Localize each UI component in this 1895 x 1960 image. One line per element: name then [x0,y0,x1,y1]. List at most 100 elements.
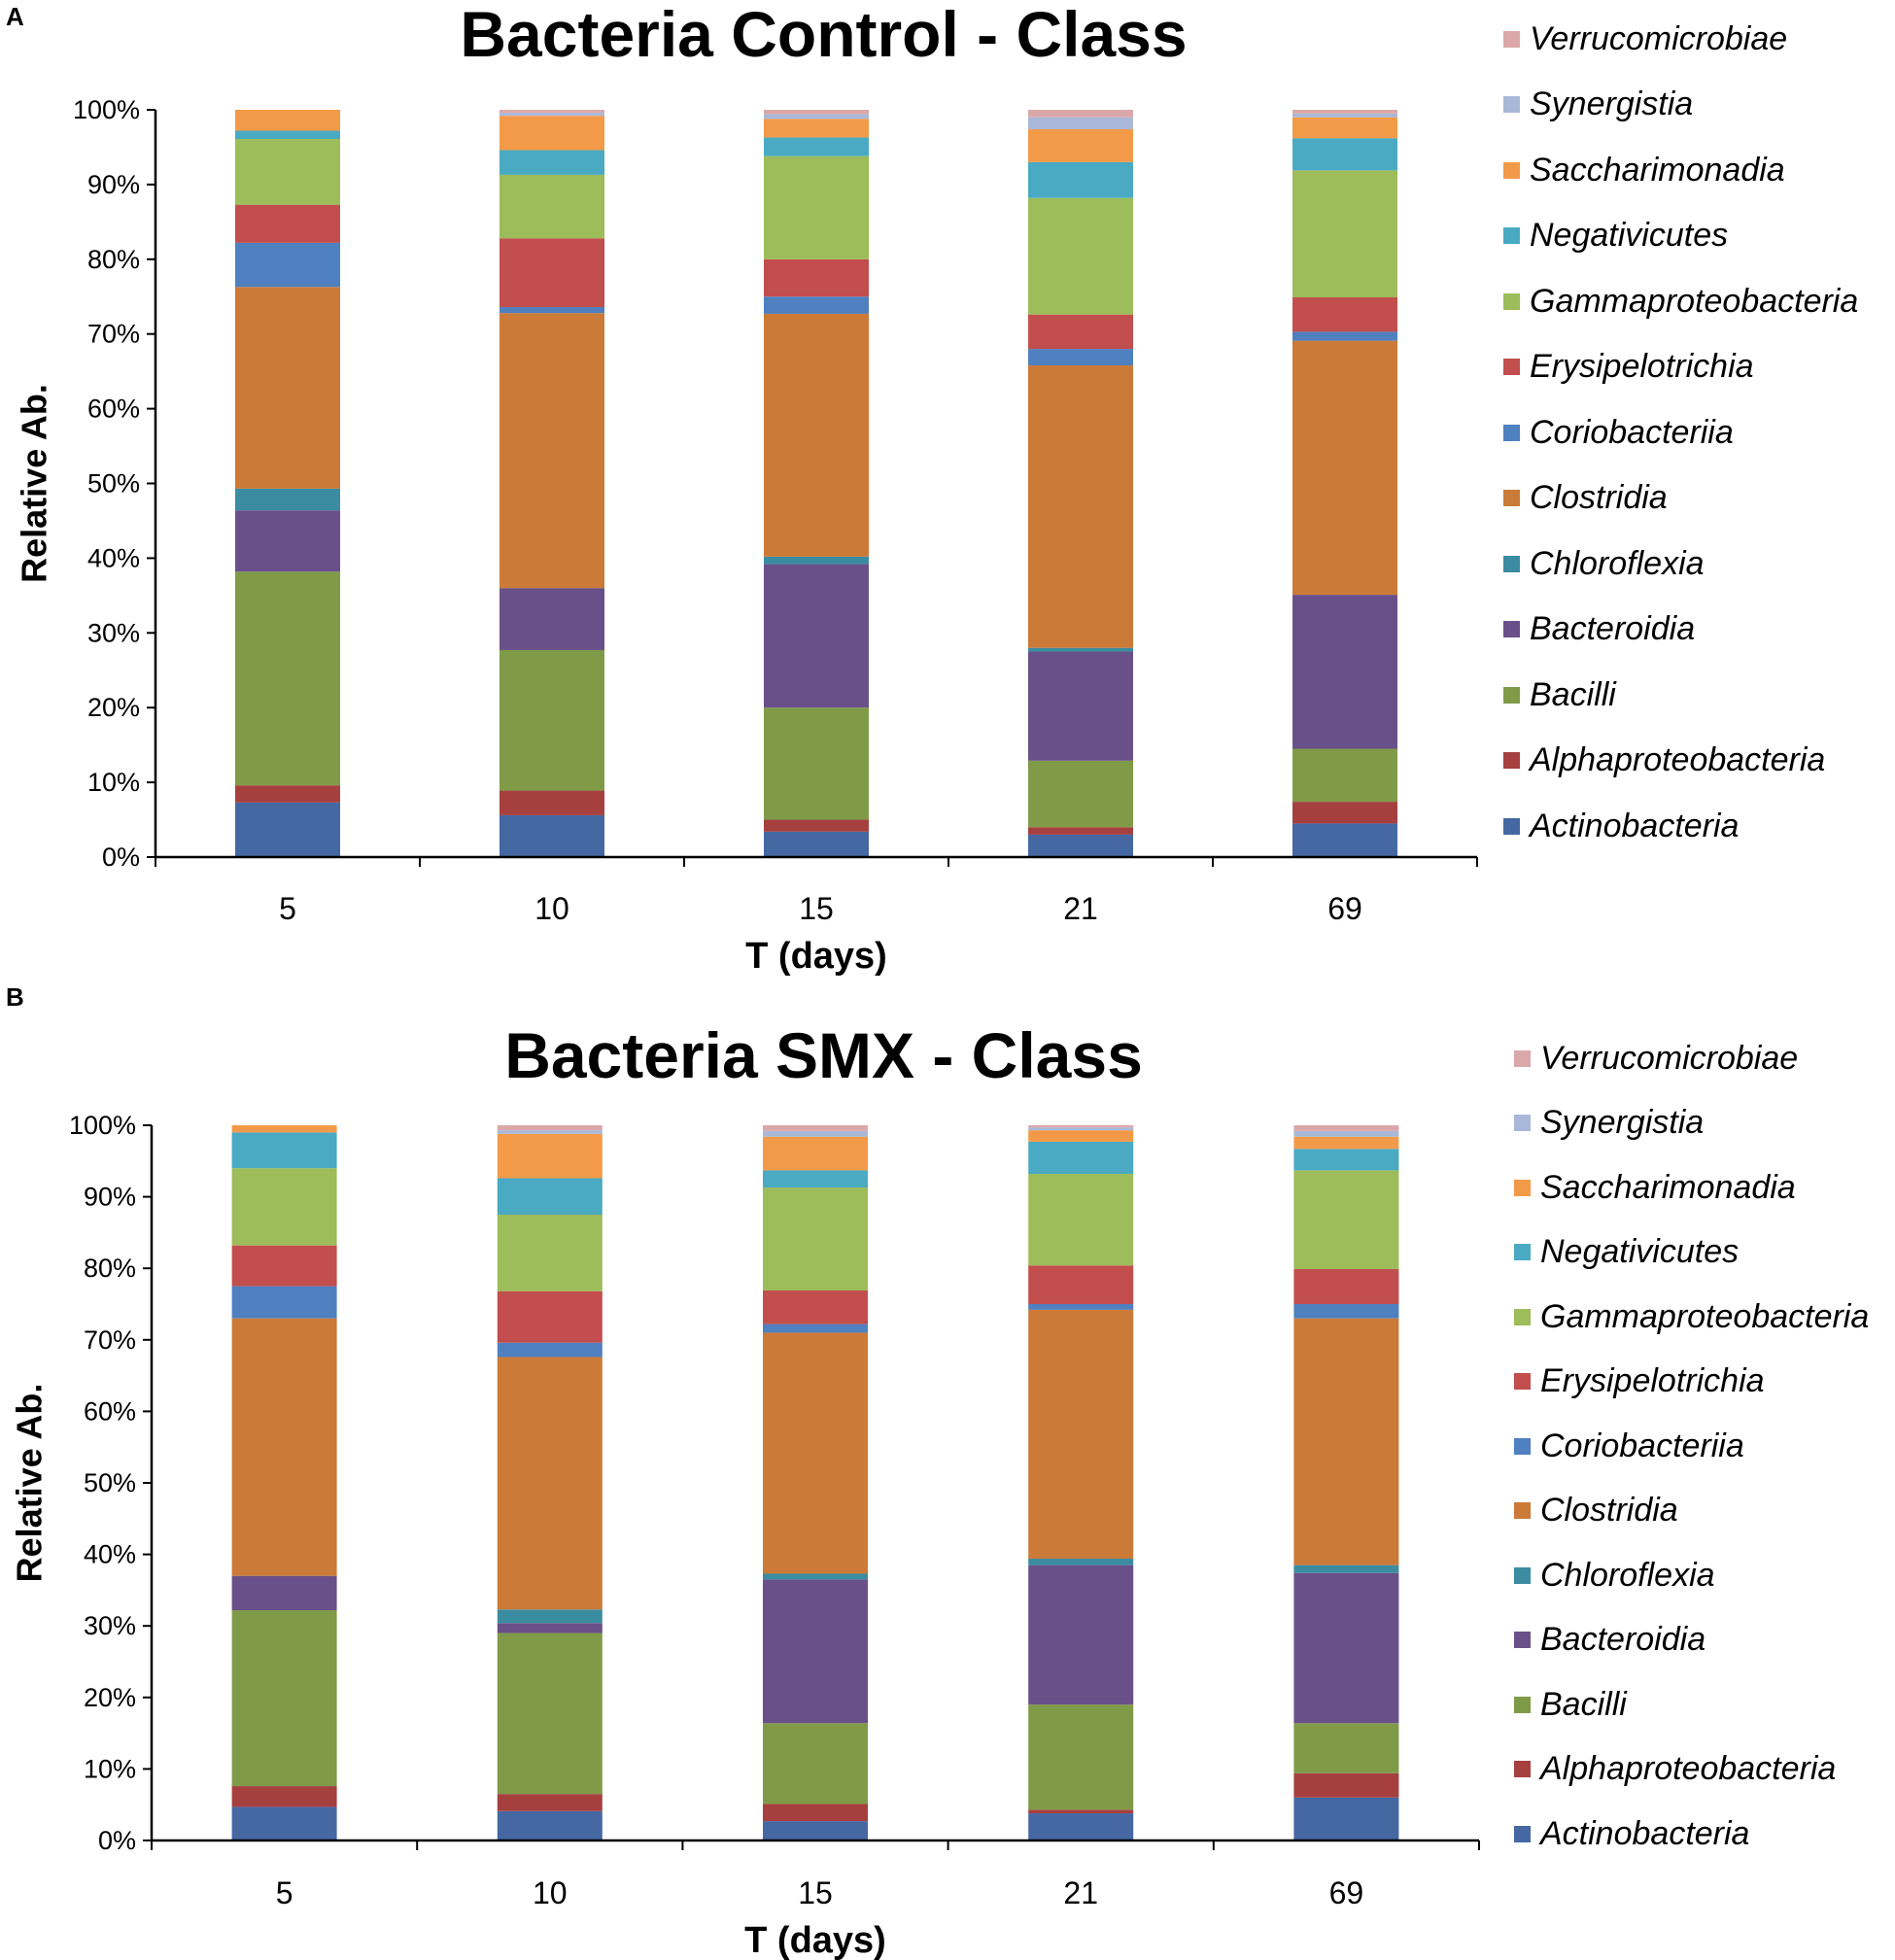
x-axis-label: T (days) [745,936,887,977]
legend-label: Coriobacteriia [1530,413,1734,451]
y-tick-label: 60% [84,1396,136,1426]
bar-segment-erysipelotrichia [231,1245,337,1287]
stacked-bar-chart: 0% 10% 20% 30% 40% 50% 60% 70% 80% 90% 100% 5 10 15 21… [15,95,1478,977]
bar-segment-synergistia [1293,1130,1399,1137]
legend-label: Alphaproteobacteria [1540,1750,1837,1787]
stacked-bar-chart: 0% 10% 20% 30% 40% 50% 60% 70% 80% 90% 100% 5 10 15 21… [10,1111,1480,1960]
legend-label: Verrucomicrobiae [1530,19,1788,57]
bar-segment-clostridia [500,313,604,589]
bar-segment-coriobacteriia [1028,349,1133,365]
legend-swatch [1514,1373,1531,1390]
bar-segment-negativicutes [1292,138,1397,171]
y-tick-label: 10% [84,1754,136,1783]
legend-swatch [1503,621,1520,637]
legend-swatch [1514,1437,1531,1455]
bar-segment-erysipelotrichia [235,204,340,243]
bar-segment-coriobacteriia [1292,331,1397,341]
bar-segment-clostridia [763,1332,868,1574]
bar-segment-actinobacteria [1028,834,1133,857]
bar-segment-synergistia [500,113,604,117]
bar-segment-gammaproteobacteria [235,138,340,205]
bar-segment-bacilli [763,1723,868,1805]
legend-swatch [1514,1049,1531,1067]
legend-swatch [1514,1761,1531,1777]
bar-segment-synergistia [1028,117,1133,129]
bar-segment-negativicutes [1028,161,1133,198]
y-tick-label: 100% [73,95,140,124]
bar-segment-clostridia [1292,340,1397,596]
y-tick-label: 50% [84,1468,136,1497]
y-tick-label: 0% [102,842,140,872]
legend-item: Coriobacteriia [1503,413,1734,451]
bar-segment-bacilli [231,1610,337,1787]
legend-label: Erysipelotrichia [1540,1362,1765,1399]
bar-segment-bacilli [1028,1704,1134,1810]
bar-segment-alphaproteobacteria [1028,1809,1134,1814]
bar-segment-actinobacteria [231,1806,337,1840]
bar-segment-synergistia [764,114,869,120]
bar-segment-bacteroidia [497,1623,603,1633]
legend-item: Clostridia [1514,1492,1678,1529]
legend-label: Gammaproteobacteria [1540,1297,1870,1335]
bar-segment-alphaproteobacteria [764,819,869,832]
bar-segment-verrucomicrobiae [764,110,869,115]
y-tick-label: 70% [87,320,140,349]
bar-segment-negativicutes [1293,1149,1399,1171]
legend-item: Erysipelotrichia [1514,1362,1765,1399]
bar-segment-verrucomicrobiae [1293,1125,1399,1131]
bar-stack [1292,110,1397,857]
bar-segment-gammaproteobacteria [1028,197,1133,315]
bar-segment-coriobacteriia [1293,1304,1399,1319]
legend-item: Negativicutes [1503,217,1728,254]
legend-label: Saccharimonadia [1530,151,1785,189]
bar-segment-bacilli [1028,760,1133,828]
legend-item: Gammaproteobacteria [1503,282,1859,320]
legend-item: Gammaproteobacteria [1514,1297,1870,1335]
legend-swatch [1514,1502,1531,1519]
bar-stack [763,1125,868,1840]
bar-segment-bacilli [1292,748,1397,803]
bar-segment-chloroflexia [1028,647,1133,652]
bar-stack [500,110,604,857]
bar-stack [764,110,869,857]
bar-segment-chloroflexia [1028,1559,1134,1565]
bar-segment-gammaproteobacteria [763,1187,868,1291]
bar-segment-chloroflexia [497,1609,603,1624]
legend-item: Chloroflexia [1503,545,1705,582]
bar-segment-negativicutes [497,1178,603,1215]
legend-item: Chloroflexia [1514,1557,1715,1594]
chart-title: Bacteria SMX - Class [504,1019,1143,1091]
legend-label: Bacteroidia [1530,610,1696,647]
bar-stack [1028,110,1133,857]
bar-segment-clostridia [1028,1309,1134,1560]
panel-b: B Bacteria SMX - Class 0% 10% 20% 30% 40% 50%… [0,980,1895,1960]
y-tick-label: 90% [84,1183,136,1212]
legend-item: Bacilli [1514,1686,1627,1723]
legend-item: Bacteroidia [1503,610,1696,647]
bar-segment-alphaproteobacteria [500,790,604,815]
bar-segment-synergistia [1028,1127,1134,1131]
bar-segment-gammaproteobacteria [764,155,869,259]
bar-segment-clostridia [1293,1318,1399,1565]
legend-label: Coriobacteriia [1540,1427,1744,1464]
bar-segment-bacteroidia [500,588,604,650]
bar-segment-saccharimonadia [1028,128,1133,162]
bar-segment-bacilli [764,707,869,820]
legend-item: Negativicutes [1514,1233,1739,1270]
legend-label: Gammaproteobacteria [1530,282,1859,320]
bar-segment-negativicutes [763,1170,868,1188]
x-tick-label: 21 [1063,891,1098,926]
y-tick-label: 40% [87,543,140,572]
legend-item: Verrucomicrobiae [1503,19,1788,57]
legend-swatch [1503,555,1520,572]
bar-segment-synergistia [1292,113,1397,118]
bar-segment-alphaproteobacteria [763,1804,868,1822]
bar-segment-bacteroidia [235,510,340,572]
x-tick-label: 15 [798,1875,833,1910]
bar-segment-bacilli [500,649,604,791]
legend-item: Alphaproteobacteria [1503,741,1825,778]
y-tick-label: 20% [87,693,140,722]
bar-segment-negativicutes [231,1132,337,1169]
bar-segment-bacteroidia [1293,1572,1399,1724]
bar-segment-bacilli [235,571,340,786]
